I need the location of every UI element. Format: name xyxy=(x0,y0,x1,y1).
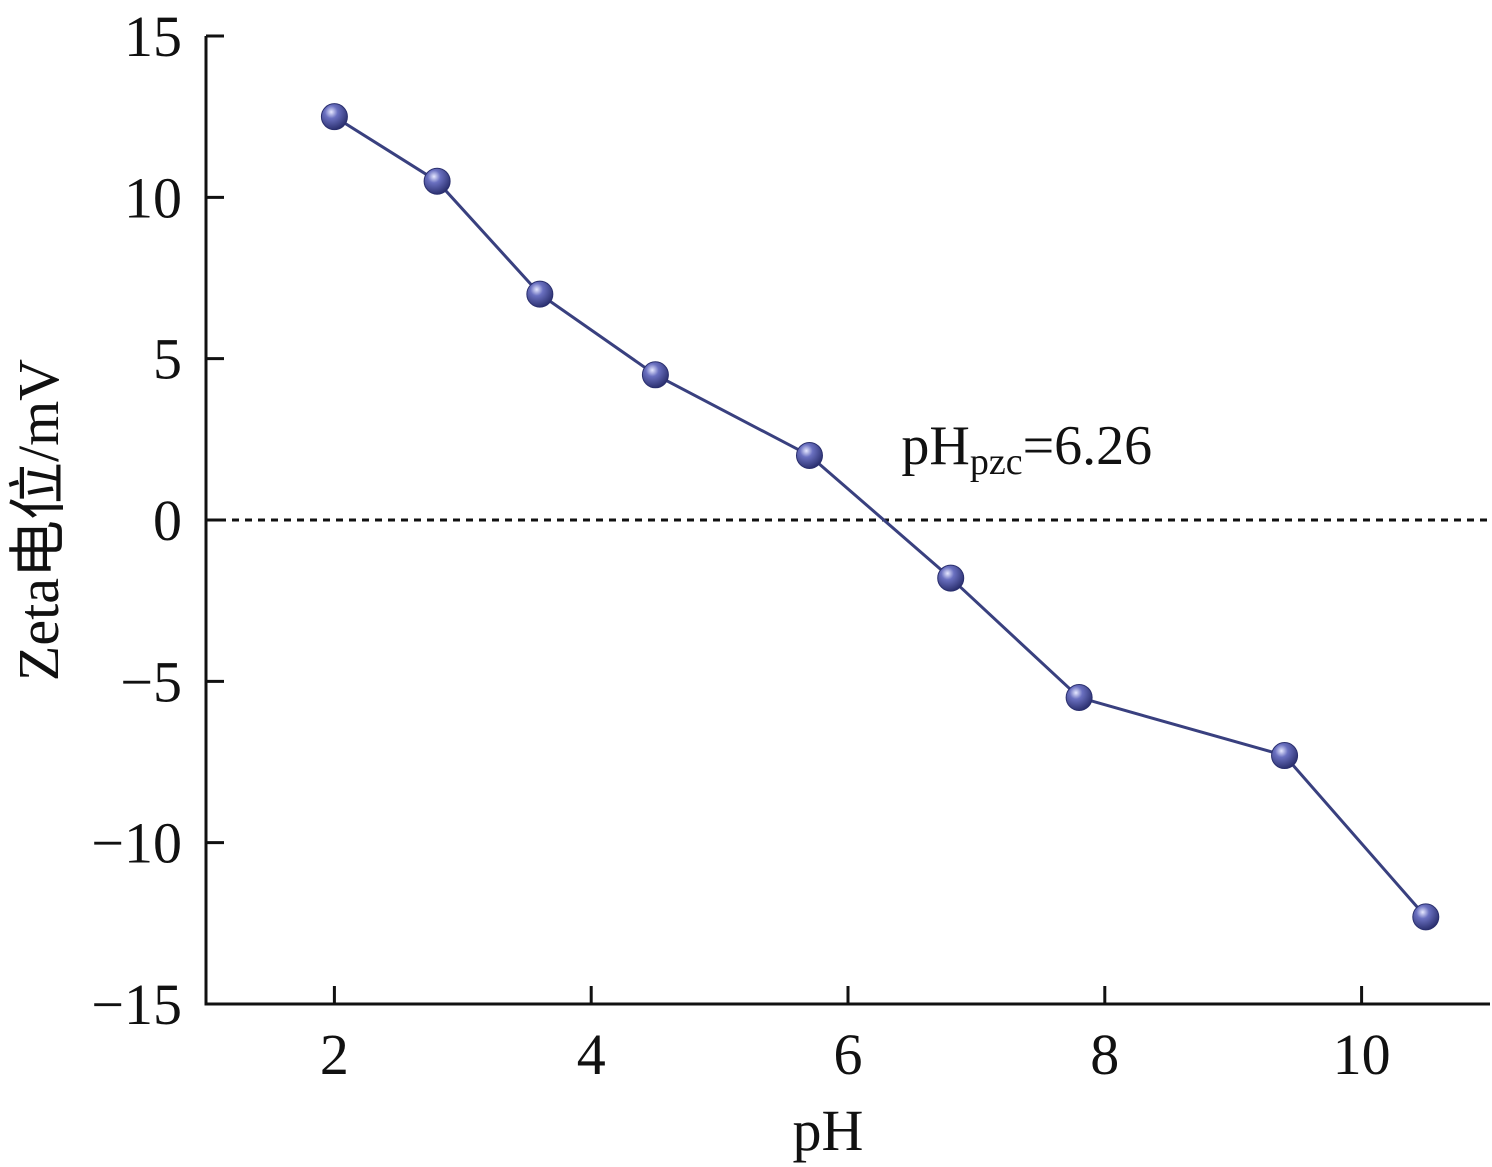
x-tick-label: 2 xyxy=(320,1022,349,1087)
data-point xyxy=(320,103,348,131)
data-point xyxy=(1065,683,1093,711)
annotation-base: pH xyxy=(901,415,969,477)
data-point xyxy=(795,441,823,469)
data-point xyxy=(423,167,451,195)
axes: 15 10 5 0 −5 −10 −15 2 4 6 8 10 xyxy=(91,4,1490,1087)
x-tick-label: 4 xyxy=(577,1022,606,1087)
y-tick-label: −5 xyxy=(120,649,182,714)
x-tick-label: 6 xyxy=(834,1022,863,1087)
data-points xyxy=(320,103,1440,931)
y-tick-label: 10 xyxy=(124,165,182,230)
x-tick-label: 10 xyxy=(1333,1022,1391,1087)
series-line xyxy=(333,115,1427,918)
y-tick-label: 0 xyxy=(153,488,182,553)
y-axis-label: Zeta电位/mV xyxy=(6,359,71,681)
pzc-annotation: pHpzc=6.26 xyxy=(901,415,1152,483)
data-point xyxy=(641,361,669,389)
data-point xyxy=(1271,742,1299,770)
data-point xyxy=(937,564,965,592)
annotation-subscript: pzc xyxy=(970,441,1023,483)
y-tick-label: −15 xyxy=(91,972,182,1037)
y-tick-label: −10 xyxy=(91,811,182,876)
y-tick-label: 5 xyxy=(153,327,182,392)
data-point xyxy=(1412,903,1440,931)
data-point xyxy=(526,280,554,308)
annotation-value: =6.26 xyxy=(1023,415,1153,477)
x-axis-label: pH xyxy=(793,1098,864,1163)
series-polyline xyxy=(333,115,1427,918)
y-tick-label: 15 xyxy=(124,4,182,69)
x-tick-label: 8 xyxy=(1090,1022,1119,1087)
